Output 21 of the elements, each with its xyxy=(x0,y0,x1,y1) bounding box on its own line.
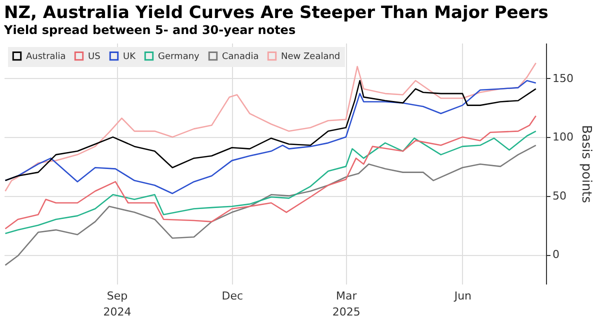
x-tick-label: Jun xyxy=(453,290,472,302)
line-series xyxy=(4,130,537,234)
line-series xyxy=(4,62,537,192)
x-tick-label: Dec xyxy=(222,290,244,302)
line-series xyxy=(4,115,537,230)
y-tick-label: 50 xyxy=(552,189,566,202)
legend-label: New Zealand xyxy=(281,52,340,62)
legend-label: US xyxy=(88,52,101,62)
chart-title: NZ, Australia Yield Curves Are Steeper Than Major Peers xyxy=(4,3,548,23)
legend-label: Australia xyxy=(26,52,66,62)
x-tick-label: Mar 2025 xyxy=(332,290,360,318)
y-tick-label: 0 xyxy=(552,248,560,262)
line-series xyxy=(4,144,537,266)
legend-label: UK xyxy=(123,52,137,62)
y-tick-label: 100 xyxy=(552,130,574,144)
legend-label: Germany xyxy=(158,52,200,62)
y-axis-title: Basis points xyxy=(578,124,594,204)
y-tick-label: 150 xyxy=(552,72,574,85)
chart-subtitle: Yield spread between 5- and 30-year notes xyxy=(3,23,296,37)
x-tick-label: Sep 2024 xyxy=(103,290,132,318)
legend-label: Canadia xyxy=(222,52,259,62)
